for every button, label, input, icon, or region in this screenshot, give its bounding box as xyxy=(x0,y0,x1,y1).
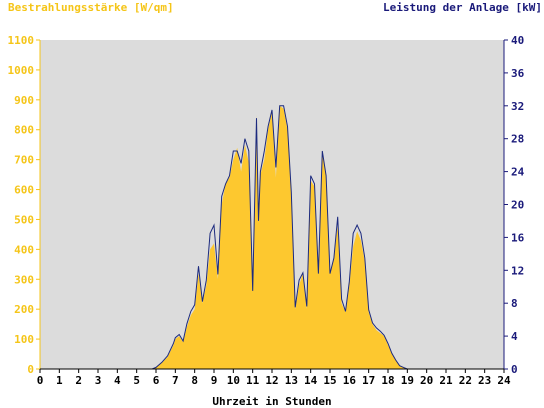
right-tick-label: 40 xyxy=(511,34,524,47)
x-tick-label: 2 xyxy=(75,374,82,387)
irradiance-area-layer xyxy=(40,105,504,370)
x-tick-label: 24 xyxy=(497,374,511,387)
left-tick-label: 700 xyxy=(14,154,34,167)
x-tick-label: 11 xyxy=(246,374,260,387)
left-tick-label: 300 xyxy=(14,273,34,286)
x-tick-label: 10 xyxy=(227,374,240,387)
left-tick-label: 900 xyxy=(14,94,34,107)
x-tick-label: 9 xyxy=(211,374,218,387)
x-tick-label: 17 xyxy=(362,374,375,387)
x-tick-label: 15 xyxy=(323,374,336,387)
left-tick-label: 400 xyxy=(14,243,34,256)
right-tick-label: 28 xyxy=(511,133,524,146)
left-tick-label: 1000 xyxy=(8,64,35,77)
left-tick-label: 100 xyxy=(14,333,34,346)
right-axis-title: Leistung der Anlage [kW] xyxy=(383,1,542,14)
x-tick-label: 12 xyxy=(265,374,278,387)
x-tick-label: 19 xyxy=(401,374,414,387)
left-axis-title: Bestrahlungsstärke [W/qm] xyxy=(8,1,174,14)
x-tick-label: 21 xyxy=(439,374,453,387)
left-tick-label: 800 xyxy=(14,124,34,137)
x-tick-label: 7 xyxy=(172,374,179,387)
right-tick-label: 4 xyxy=(511,330,518,343)
x-tick-label: 22 xyxy=(459,374,472,387)
right-tick-label: 24 xyxy=(511,166,525,179)
right-tick-label: 8 xyxy=(511,297,518,310)
left-tick-label: 0 xyxy=(27,363,34,376)
x-tick-label: 5 xyxy=(133,374,140,387)
right-tick-label: 16 xyxy=(511,231,525,244)
x-tick-label: 18 xyxy=(381,374,394,387)
left-tick-label: 500 xyxy=(14,213,34,226)
power-line xyxy=(40,105,504,370)
x-tick-label: 6 xyxy=(153,374,160,387)
x-tick-label: 1 xyxy=(56,374,63,387)
x-tick-label: 23 xyxy=(478,374,491,387)
irradiance-area xyxy=(40,105,504,370)
x-tick-label: 8 xyxy=(191,374,198,387)
right-tick-label: 32 xyxy=(511,100,524,113)
left-tick-label: 1100 xyxy=(8,34,35,47)
x-tick-label: 3 xyxy=(95,374,102,387)
x-axis-title: Uhrzeit in Stunden xyxy=(212,395,331,408)
x-tick-label: 16 xyxy=(343,374,357,387)
x-tick-label: 14 xyxy=(304,374,318,387)
right-tick-label: 36 xyxy=(511,67,525,80)
left-tick-label: 600 xyxy=(14,184,34,197)
x-tick-label: 0 xyxy=(37,374,44,387)
x-tick-label: 20 xyxy=(420,374,433,387)
right-tick-label: 20 xyxy=(511,199,524,212)
power-line-layer xyxy=(40,105,504,370)
right-tick-label: 12 xyxy=(511,264,524,277)
x-tick-label: 4 xyxy=(114,374,121,387)
left-tick-label: 200 xyxy=(14,303,34,316)
right-tick-label: 0 xyxy=(511,363,518,376)
x-tick-label: 13 xyxy=(285,374,298,387)
axes: 0100200300400500600700800900100011000481… xyxy=(8,34,525,387)
